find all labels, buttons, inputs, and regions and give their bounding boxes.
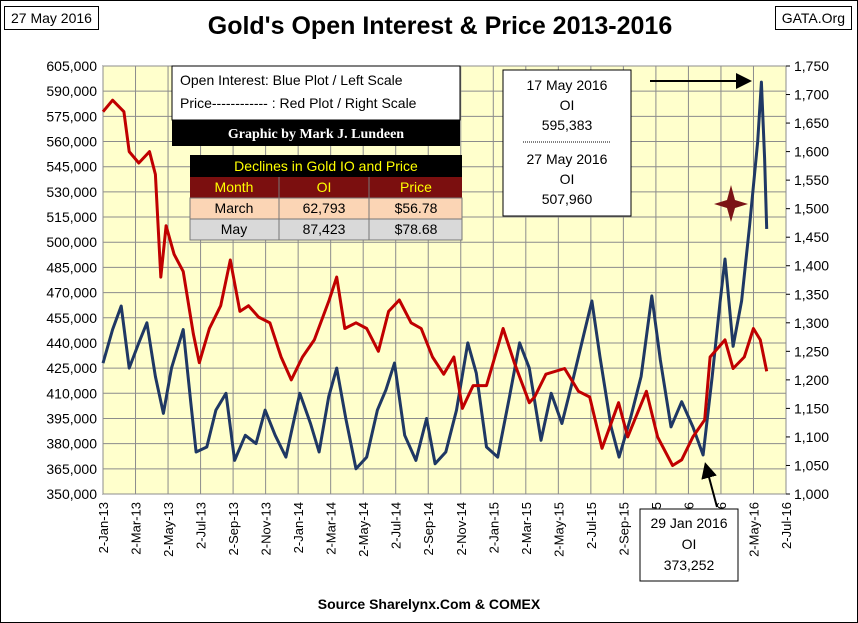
right-tick-label: 1,550 (794, 172, 829, 188)
left-tick-label: 575,000 (46, 108, 97, 124)
price-line (101, 98, 769, 467)
left-tick-label: 605,000 (46, 58, 97, 74)
legend-line-1: Open Interest: Blue Plot / Left Scale (180, 72, 403, 88)
table-header-price: Price (400, 179, 432, 195)
left-tick-label: 515,000 (46, 209, 97, 225)
left-tick-label: 530,000 (46, 184, 97, 200)
left-tick-label: 440,000 (46, 335, 97, 351)
annotation-top: 17 May 2016 OI 595,383 27 May 2016 OI 50… (502, 69, 632, 217)
x-tick-label: 2-May-14 (356, 502, 371, 557)
right-tick-label: 1,400 (794, 258, 829, 274)
table-title: Declines in Gold IO and Price (234, 158, 418, 174)
x-tick-label: 2-May-15 (551, 502, 566, 557)
right-tick-label: 1,500 (794, 201, 829, 217)
annotation-text: 27 May 2016 (527, 151, 608, 167)
left-tick-label: 500,000 (46, 234, 97, 250)
left-tick-label: 380,000 (46, 436, 97, 452)
right-tick-label: 1,250 (794, 343, 829, 359)
chart-title: Gold's Open Interest & Price 2013-2016 (207, 12, 673, 40)
table-cell: 87,423 (303, 221, 346, 237)
annotation-text: 373,252 (664, 557, 715, 573)
right-tick-label: 1,450 (794, 229, 829, 245)
right-tick-label: 1,150 (794, 400, 829, 416)
x-tick-label: 2-Jan-15 (486, 502, 501, 553)
right-tick-label: 1,050 (794, 457, 829, 473)
legend-box: Open Interest: Blue Plot / Left Scale Pr… (171, 65, 461, 146)
table-cell: 62,793 (303, 200, 346, 216)
annotation-text: OI (560, 97, 575, 113)
left-tick-label: 350,000 (46, 486, 97, 502)
annotation-text: 29 Jan 2016 (650, 515, 727, 531)
table-cell: $56.78 (395, 200, 438, 216)
table-header-month: Month (215, 179, 254, 195)
right-tick-label: 1,750 (794, 58, 829, 74)
source-label: Source Sharelynx.Com & COMEX (317, 596, 541, 612)
left-tick-label: 410,000 (46, 385, 97, 401)
open-interest-line (101, 80, 769, 471)
table-header-oi: OI (317, 179, 332, 195)
right-tick-label: 1,000 (794, 486, 829, 502)
x-tick-label: 2-Mar-15 (519, 502, 534, 555)
declines-table: Declines in Gold IO and Price Month OI P… (189, 155, 463, 241)
x-tick-label: 2-Sep-13 (226, 502, 241, 555)
annotation-bottom: 29 Jan 2016 OI 373,252 (639, 508, 739, 582)
x-tick-label: 2-Mar-13 (129, 502, 144, 555)
x-tick-label: 2-Jul-14 (389, 502, 404, 549)
x-tick-label: 2-Nov-14 (454, 502, 469, 555)
right-tick-label: 1,200 (794, 372, 829, 388)
x-tick-label: 2-Sep-14 (421, 502, 436, 555)
annotation-text: 17 May 2016 (527, 77, 608, 93)
annotation-text: 507,960 (542, 191, 593, 207)
x-tick-label: 2-May-16 (746, 502, 761, 557)
left-tick-label: 425,000 (46, 360, 97, 376)
right-tick-label: 1,650 (794, 115, 829, 131)
left-axis-ticks: 350,000 365,000 380,000 395,000 410,000 425,0… (46, 58, 97, 502)
left-tick-label: 455,000 (46, 310, 97, 326)
x-tick-label: 2-Jan-13 (96, 502, 111, 553)
right-tick-label: 1,700 (794, 87, 829, 103)
x-tick-label: 2-Nov-13 (259, 502, 274, 555)
left-tick-label: 545,000 (46, 159, 97, 175)
right-tick-label: 1,600 (794, 144, 829, 160)
legend-line-2: Price------------ : Red Plot / Right Sca… (180, 95, 417, 111)
annotation-text: OI (560, 171, 575, 187)
x-tick-label: 2-Sep-15 (616, 502, 631, 555)
site-label: GATA.Org (774, 6, 852, 30)
left-tick-label: 590,000 (46, 83, 97, 99)
right-tick-label: 1,100 (794, 429, 829, 445)
left-tick-label: 485,000 (46, 259, 97, 275)
left-tick-label: 470,000 (46, 285, 97, 301)
annotation-text: 595,383 (542, 117, 593, 133)
left-tick-label: 365,000 (46, 461, 97, 477)
series-group (101, 80, 769, 471)
x-tick-label: 2-Jan-14 (291, 502, 306, 553)
x-tick-label: 2-Jul-16 (779, 502, 794, 549)
left-tick-label: 560,000 (46, 134, 97, 150)
table-cell: March (215, 200, 254, 216)
right-tick-label: 1,300 (794, 315, 829, 331)
date-label: 27 May 2016 (4, 6, 99, 30)
x-tick-label: 2-May-13 (161, 502, 176, 557)
x-tick-label: 2-Mar-14 (324, 502, 339, 555)
right-axis-ticks: 1,000 1,050 1,100 1,150 1,200 1,250 1,300 1,350… (786, 58, 829, 502)
star-marker-icon (714, 185, 748, 222)
credit-label: Graphic by Mark J. Lundeen (228, 127, 404, 142)
chart-svg: 350,000 365,000 380,000 395,000 410,000 425,0… (46, 58, 829, 582)
x-tick-label: 2-Jul-15 (584, 502, 599, 549)
annotation-text: OI (682, 536, 697, 552)
right-tick-label: 1,350 (794, 286, 829, 302)
table-cell: May (221, 221, 247, 237)
table-cell: $78.68 (395, 221, 438, 237)
left-tick-label: 395,000 (46, 410, 97, 426)
arrow-to-low (701, 462, 718, 508)
x-tick-label: 2-Jul-13 (194, 502, 209, 549)
